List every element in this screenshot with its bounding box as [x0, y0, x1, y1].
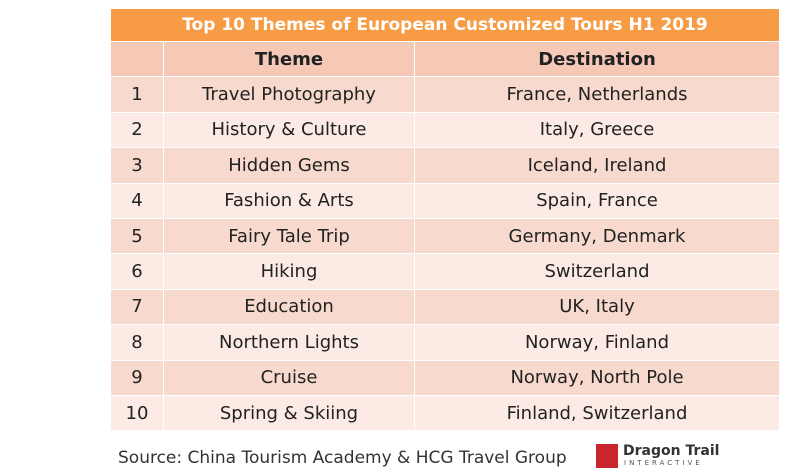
table-cell: Fashion & Arts [163, 182, 415, 219]
table-cell: 10 [110, 394, 164, 432]
table-cell: Northern Lights [163, 324, 415, 361]
table-row: 3 Hidden Gems Iceland, Ireland [110, 147, 780, 184]
table-cell: 4 [110, 182, 164, 219]
table-row: 10 Spring & Skiing Finland, Switzerland [110, 394, 780, 432]
table-row: 2 History & Culture Italy, Greece [110, 111, 780, 149]
header-cell: Destination [414, 40, 780, 78]
table: Top 10 Themes of European Customized Tou… [110, 8, 780, 432]
logo-name: Dragon Trail [623, 443, 720, 459]
table-cell: Finland, Switzerland [414, 394, 780, 432]
source-note: Source: China Tourism Academy & HCG Trav… [118, 448, 567, 468]
header-cell [110, 40, 164, 78]
table-cell: Fairy Tale Trip [163, 217, 415, 255]
table-cell: 5 [110, 217, 164, 255]
table-row: 1 Travel Photography France, Netherlands [110, 76, 780, 113]
table-cell: Spain, France [414, 182, 780, 219]
table-cell: Cruise [163, 359, 415, 396]
table-row: 5 Fairy Tale Trip Germany, Denmark [110, 217, 780, 255]
table-cell: Norway, North Pole [414, 359, 780, 396]
header-row: Theme Destination [110, 40, 780, 78]
table-cell: History & Culture [163, 111, 415, 149]
logo-icon [596, 444, 618, 468]
table-cell: 9 [110, 359, 164, 396]
table-cell: 8 [110, 324, 164, 361]
table-cell: UK, Italy [414, 288, 780, 326]
header-cell: Theme [163, 40, 415, 78]
table-cell: 2 [110, 111, 164, 149]
table-row: 7 Education UK, Italy [110, 288, 780, 326]
table-title: Top 10 Themes of European Customized Tou… [110, 8, 780, 42]
table-cell: Germany, Denmark [414, 217, 780, 255]
table-cell: Iceland, Ireland [414, 147, 780, 184]
table-row: 8 Northern Lights Norway, Finland [110, 324, 780, 361]
logo-sub: INTERACTIVE [624, 459, 703, 467]
table-cell: Hiking [163, 253, 415, 290]
table-cell: Hidden Gems [163, 147, 415, 184]
table-cell: Education [163, 288, 415, 326]
table-cell: Norway, Finland [414, 324, 780, 361]
table-row: 6 Hiking Switzerland [110, 253, 780, 290]
table-cell: 3 [110, 147, 164, 184]
table-cell: 6 [110, 253, 164, 290]
table-cell: Italy, Greece [414, 111, 780, 149]
table-cell: France, Netherlands [414, 76, 780, 113]
table-cell: 7 [110, 288, 164, 326]
table-row: 4 Fashion & Arts Spain, France [110, 182, 780, 219]
table-row: 9 Cruise Norway, North Pole [110, 359, 780, 396]
table-cell: 1 [110, 76, 164, 113]
table-cell: Travel Photography [163, 76, 415, 113]
table-cell: Switzerland [414, 253, 780, 290]
table-cell: Spring & Skiing [163, 394, 415, 432]
logo: Dragon Trail INTERACTIVE [596, 443, 786, 470]
